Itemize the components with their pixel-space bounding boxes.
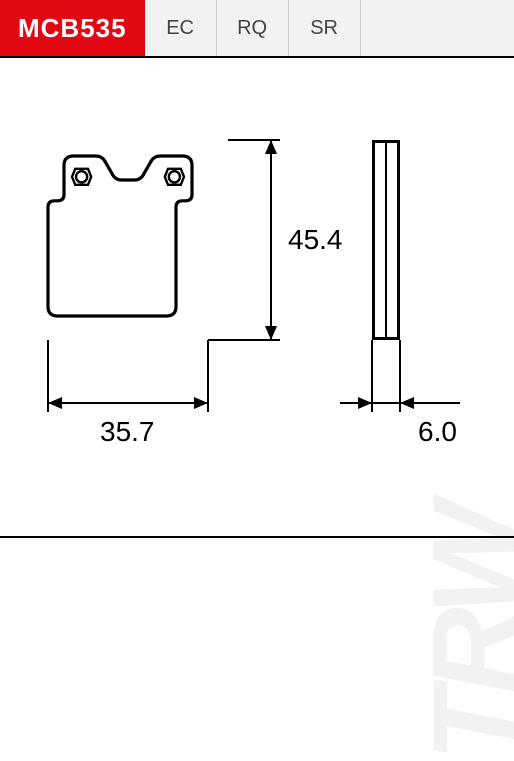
dim-arrow-icon (48, 397, 62, 409)
variant-code: SR (289, 0, 361, 56)
drawing-canvas: TRW 45.4 35.7 6.0 (0, 58, 514, 538)
variant-code: EC (145, 0, 217, 56)
dim-arrow-icon (358, 397, 372, 409)
variant-codes: EC RQ SR (145, 0, 514, 56)
product-code-title: MCB535 (0, 0, 145, 56)
dim-arrow-icon (400, 397, 414, 409)
dim-label-thickness: 6.0 (418, 416, 457, 448)
footer-divider (0, 536, 514, 538)
dim-label-height: 45.4 (288, 224, 343, 256)
brake-pad-outline (48, 140, 208, 340)
dim-arrow-icon (194, 397, 208, 409)
thickness-profile (372, 140, 400, 340)
dim-line-width (48, 402, 208, 404)
dim-label-width: 35.7 (100, 416, 155, 448)
dim-arrow-icon (265, 140, 277, 154)
dim-line-height (270, 140, 272, 340)
header: MCB535 EC RQ SR (0, 0, 514, 58)
brand-watermark: TRW (406, 508, 514, 761)
variant-code: RQ (217, 0, 289, 56)
profile-inner-line (385, 143, 387, 337)
dim-arrow-icon (265, 326, 277, 340)
header-spacer (361, 0, 514, 56)
